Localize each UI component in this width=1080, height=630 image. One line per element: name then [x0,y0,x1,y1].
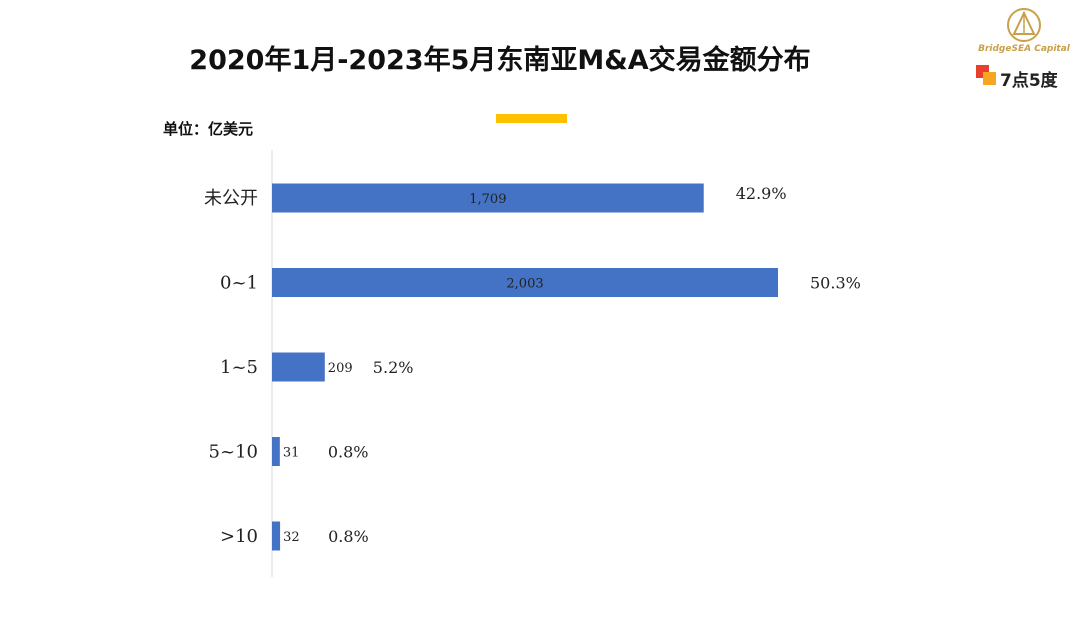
value-label: 209 [328,361,353,376]
value-label: 31 [283,446,300,461]
bridgesea-logo-icon [1007,8,1041,42]
category-label: 0~1 [220,273,258,294]
percent-label: 0.8% [328,443,369,462]
category-label: 未公开 [204,188,258,209]
bar [272,521,281,551]
value-label: 2,003 [506,277,543,292]
seven-degree-logo-icon [976,65,996,85]
category-label: >10 [220,526,258,547]
category-label: 1~5 [220,357,258,378]
percent-label: 50.3% [810,274,861,293]
accent-bar [496,114,567,123]
bar [272,437,280,466]
bridgesea-logo-text: BridgeSEA Capital [978,44,1070,54]
bar [272,268,778,297]
bar [272,183,704,213]
percent-label: 0.8% [328,527,369,546]
logo-area: BridgeSEA Capital 7点5度 [970,6,1078,92]
bar [272,352,325,382]
category-label: 5~10 [209,442,258,463]
unit-label: 单位：亿美元 [163,120,254,138]
percent-label: 5.2% [373,358,414,377]
chart-title: 2020年1月-2023年5月东南亚M&A交易金额分布 [189,45,811,76]
value-label: 32 [283,530,300,545]
value-label: 1,709 [469,192,506,207]
percent-label: 42.9% [736,184,787,203]
seven-degree-logo-text: 7点5度 [1000,71,1058,91]
